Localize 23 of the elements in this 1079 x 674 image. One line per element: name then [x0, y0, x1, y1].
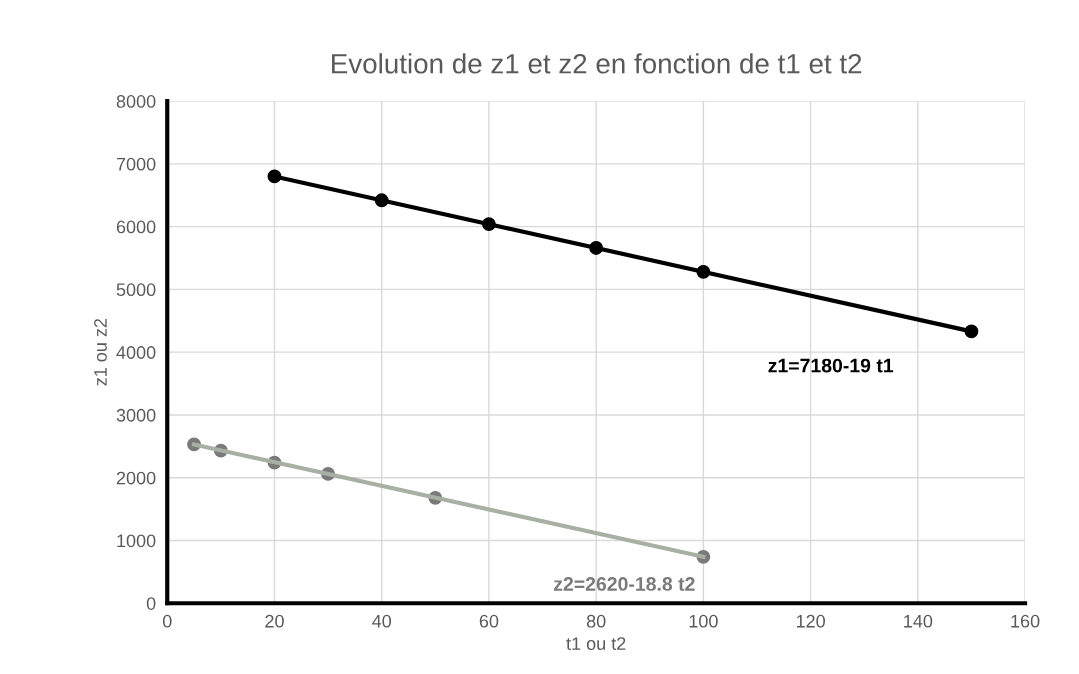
y-tick-label: 4000 — [116, 346, 156, 359]
y-tick-label: 6000 — [116, 220, 156, 234]
y-tick-label: 8000 — [116, 95, 156, 108]
y-tick-label: 0 — [146, 597, 156, 610]
y-tick-label: 3000 — [116, 408, 156, 422]
y-tick-label: 5000 — [116, 283, 156, 297]
x-tick-label: 60 — [479, 614, 499, 628]
x-tick-label: 100 — [689, 614, 718, 628]
chart-title: Evolution de z1 et z2 en fonction de t1 et t2 — [332, 53, 862, 74]
y-tick-label: 1000 — [117, 534, 156, 548]
x-tick-label: 40 — [372, 614, 392, 628]
x-tick-label: 0 — [162, 614, 172, 628]
annotation: z2=2620-18.8 t2 — [554, 577, 695, 591]
x-tick-label: 20 — [265, 614, 284, 628]
y-axis-title: z1 ou z2 — [94, 318, 107, 386]
y-tick-label: 2000 — [116, 471, 156, 485]
x-tick-label: 160 — [1011, 614, 1040, 628]
annotation: z1=7180-19 t1 — [768, 358, 894, 373]
y-tick-label: 7000 — [116, 157, 156, 171]
x-tick-label: 140 — [904, 614, 933, 628]
x-tick-label: 80 — [586, 614, 606, 628]
x-axis-title: t1 ou t2 — [566, 637, 626, 650]
x-tick-label: 120 — [796, 614, 825, 628]
